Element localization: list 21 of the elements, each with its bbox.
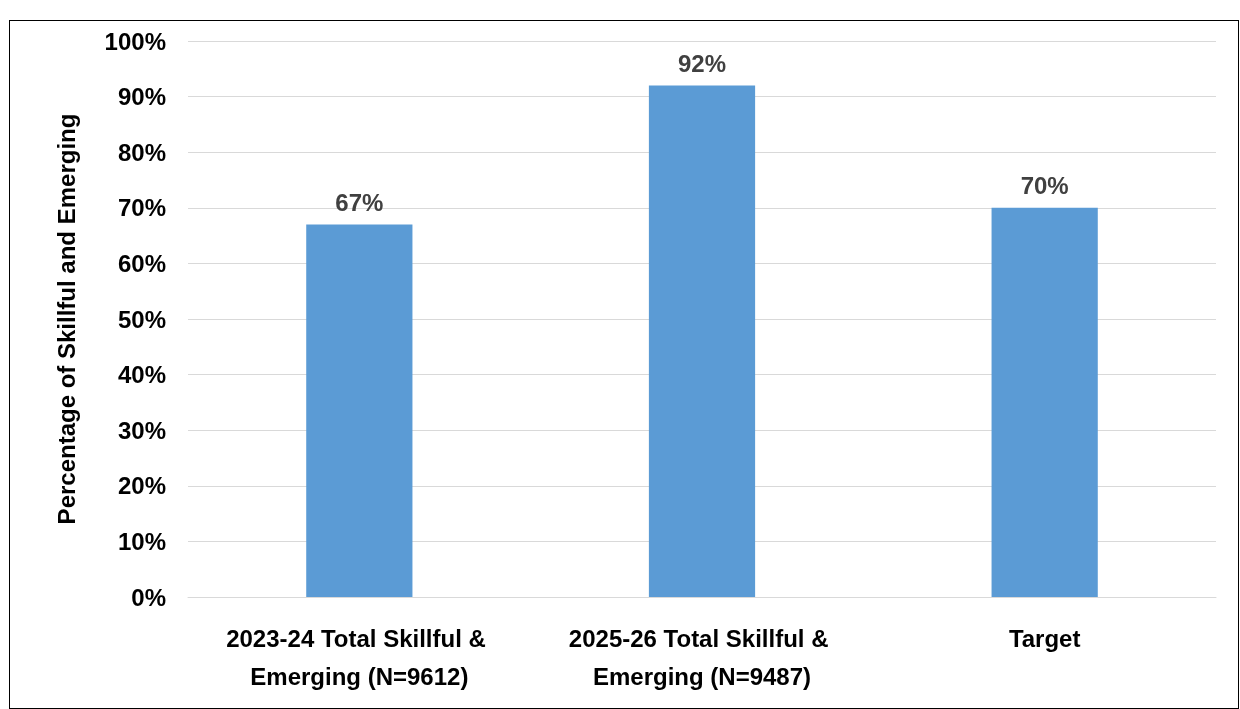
y-tick-label: 10% (117, 527, 166, 555)
x-tick-label: Target (1008, 624, 1081, 652)
data-label: 92% (677, 49, 727, 77)
y-tick-label: 40% (117, 361, 166, 389)
y-tick-label: 90% (117, 83, 166, 111)
x-tick-label: 2023-24 Total Skillful & Emerging (N=9612) (226, 624, 493, 690)
y-tick-label: 30% (117, 416, 166, 444)
bar (648, 85, 756, 597)
y-tick-label: 70% (117, 194, 166, 222)
data-label: 67% (335, 188, 384, 216)
y-axis-title: Percentage of Skillful and Emerging (52, 113, 80, 525)
y-tick-label: 60% (117, 249, 166, 277)
bar (991, 207, 1098, 597)
y-tick-label: 80% (117, 138, 166, 166)
x-tick-label: 2025-26 Total Skillful & Emerging (N=9487) (568, 624, 836, 690)
y-tick-label: 0% (131, 583, 166, 611)
data-label: 70% (1020, 172, 1069, 200)
y-tick-label: 50% (117, 305, 166, 333)
y-tick-label: 100% (104, 27, 166, 55)
y-tick-label: 20% (117, 472, 166, 500)
bar (306, 224, 413, 597)
